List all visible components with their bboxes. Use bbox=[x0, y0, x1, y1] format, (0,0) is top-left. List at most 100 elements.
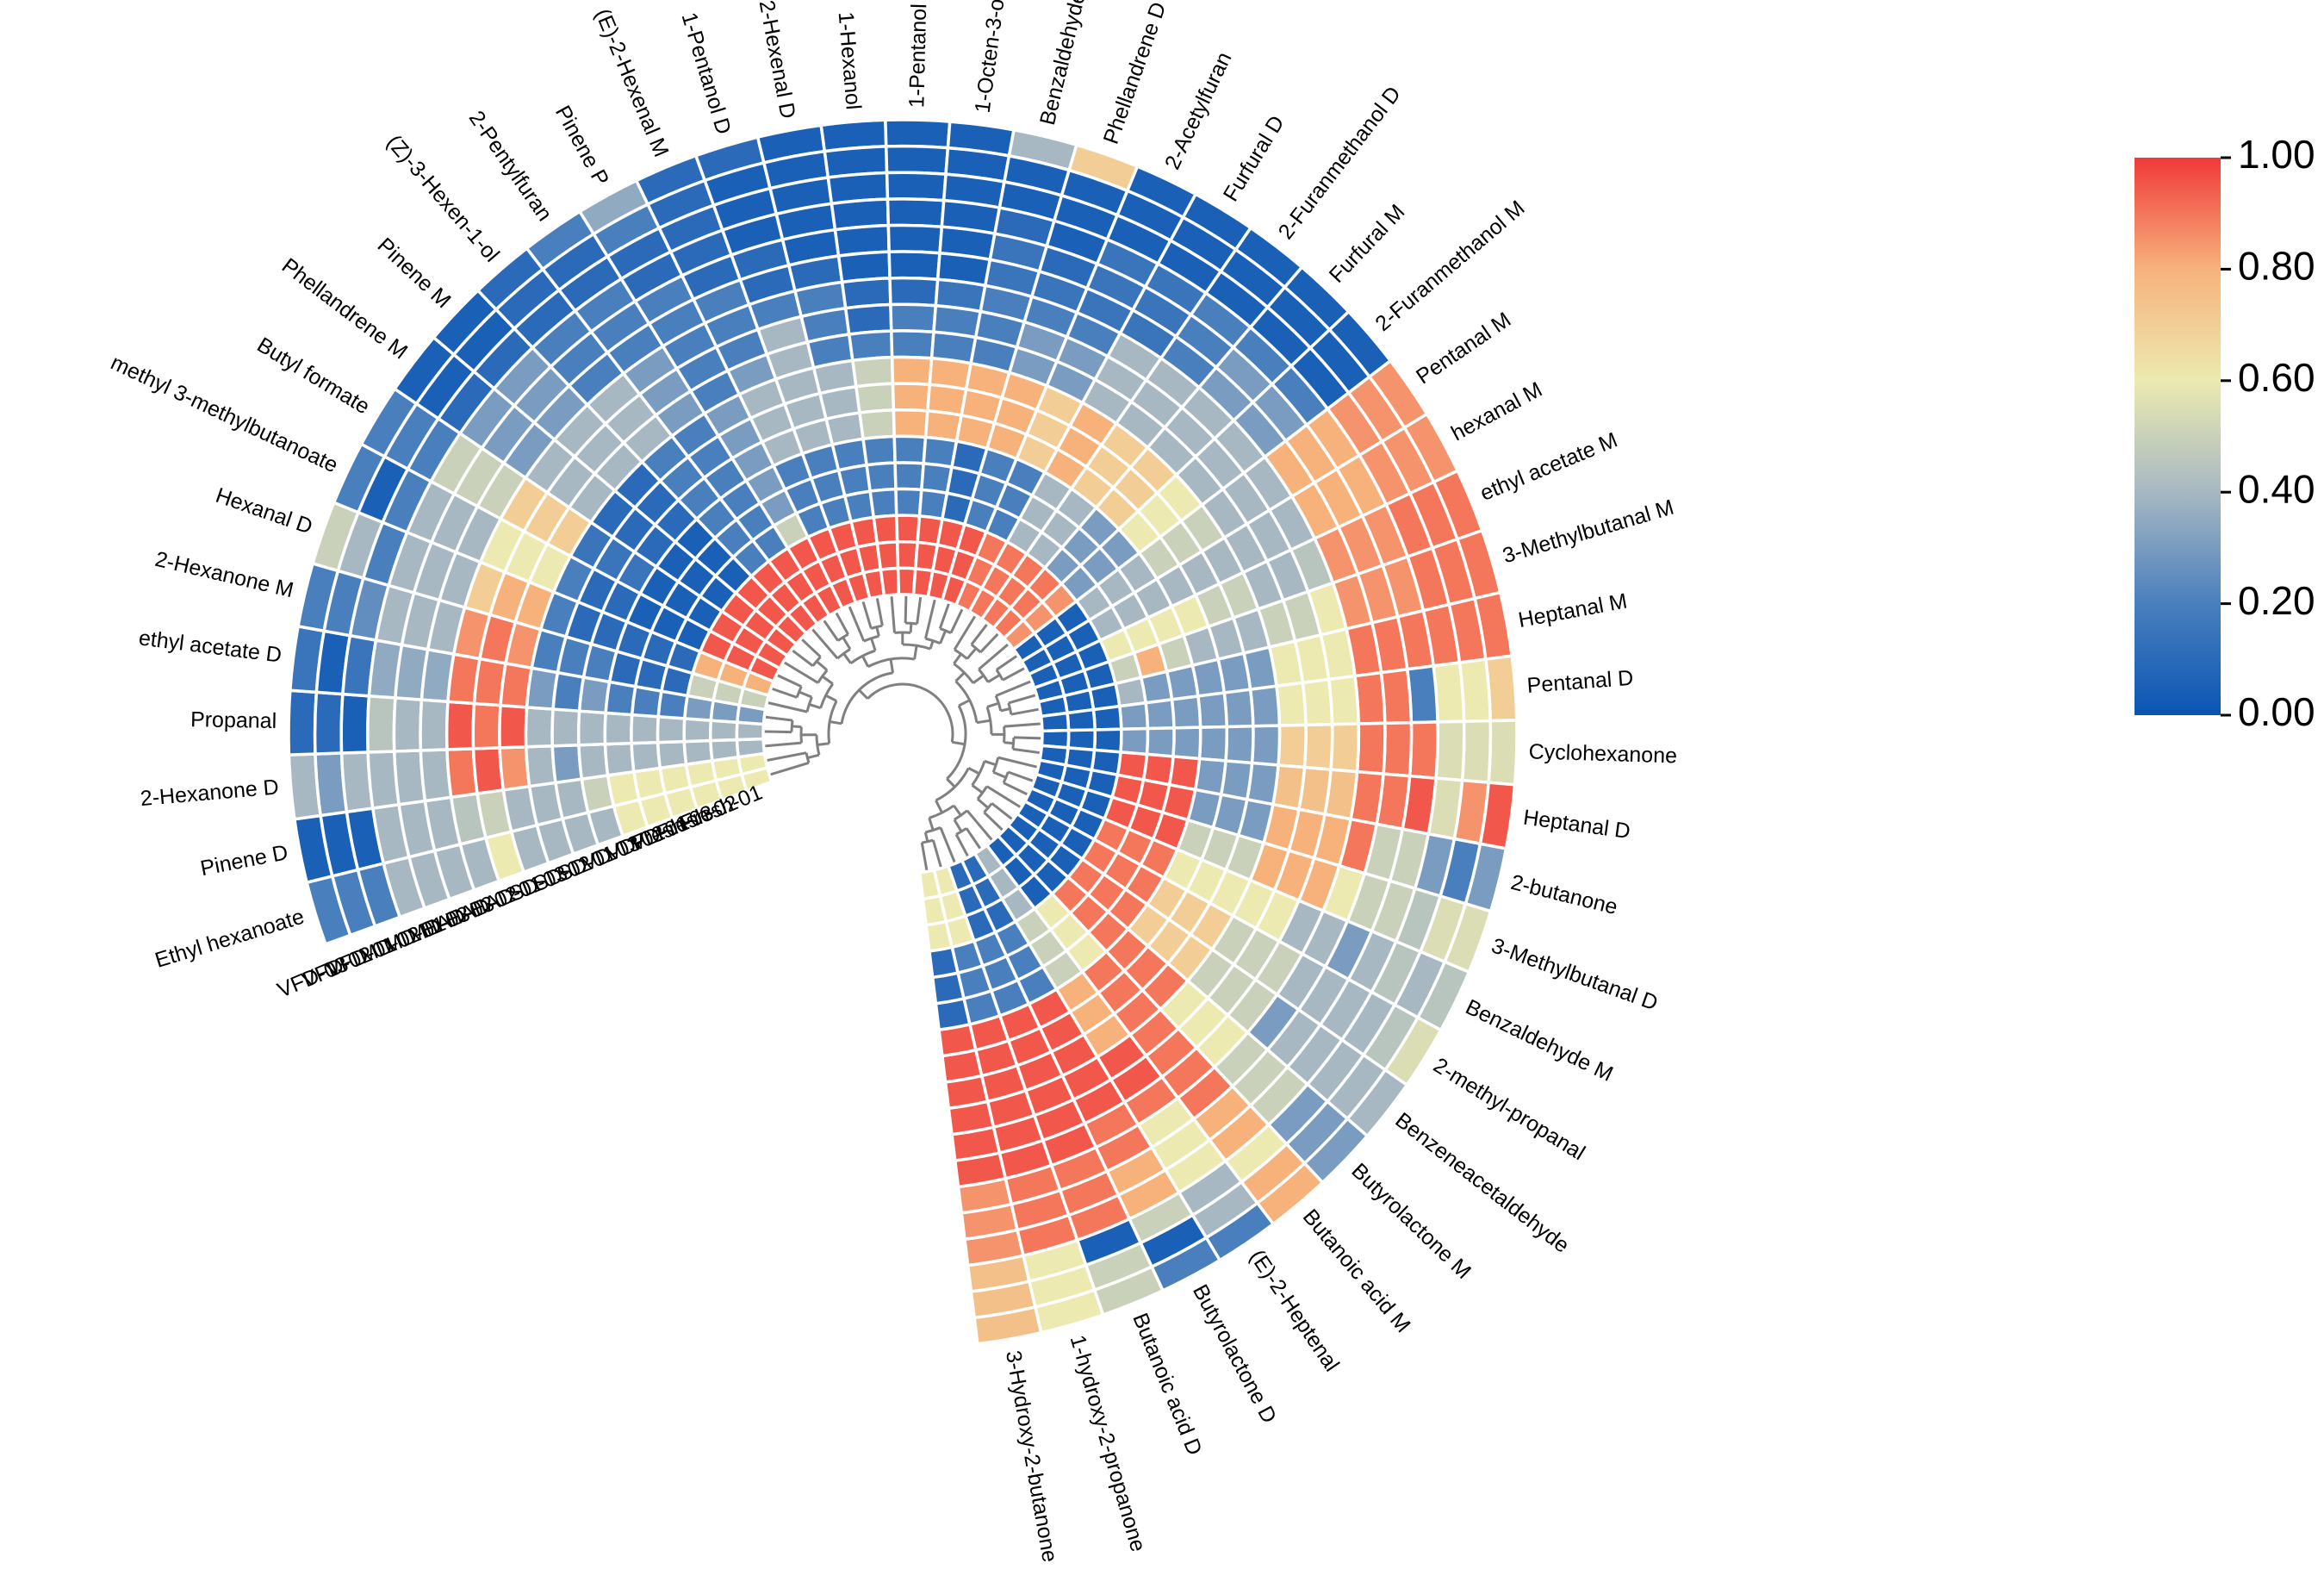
dendrogram-branch bbox=[954, 833, 970, 858]
heatmap-cell bbox=[577, 742, 610, 782]
dendrogram-branch bbox=[939, 627, 952, 634]
category-label: 2-Hexanone D bbox=[140, 775, 280, 811]
heatmap-cell bbox=[1091, 704, 1123, 732]
heatmap-cell bbox=[419, 698, 450, 752]
dendrogram-branch bbox=[939, 826, 957, 864]
dendrogram-branch bbox=[997, 756, 1039, 769]
category-label: Furfural D bbox=[1219, 111, 1289, 205]
heatmap-cell bbox=[366, 694, 397, 754]
dendrogram-branch bbox=[953, 819, 963, 832]
heatmap-cell bbox=[1274, 681, 1308, 727]
dendrogram-branch bbox=[992, 770, 1007, 779]
dendrogram-branch bbox=[991, 802, 1014, 821]
dendrogram-branch bbox=[946, 777, 956, 788]
heatmap-cell bbox=[1329, 722, 1361, 774]
heatmap-cell bbox=[603, 711, 634, 746]
heatmap-cell bbox=[1197, 725, 1229, 763]
dendrogram-branch bbox=[875, 596, 884, 626]
heatmap-cell bbox=[861, 434, 897, 467]
dendrogram-branch bbox=[1002, 666, 1027, 682]
heatmap-cell bbox=[656, 739, 688, 770]
category-label: Heptanal M bbox=[1516, 589, 1629, 632]
heatmap-cell bbox=[339, 692, 371, 755]
heatmap-cell bbox=[287, 688, 319, 757]
dendrogram-branch bbox=[939, 630, 948, 645]
heatmap-cell bbox=[444, 700, 476, 751]
category-label: 2-Acetylfuran bbox=[1160, 48, 1237, 173]
dendrogram-branch bbox=[931, 839, 943, 869]
dendrogram-branch bbox=[972, 674, 985, 684]
heatmap-cell bbox=[1222, 688, 1255, 729]
dendrogram-branch bbox=[768, 761, 810, 776]
dendrogram-branch bbox=[1000, 707, 1010, 713]
dendrogram-branch bbox=[954, 648, 968, 660]
heatmap-cell bbox=[735, 737, 767, 759]
dendrogram-branch bbox=[817, 742, 830, 747]
dendrogram-branch bbox=[902, 643, 931, 651]
dendrogram-branch bbox=[984, 759, 997, 767]
category-label: 2-butanone bbox=[1508, 870, 1620, 919]
heatmap-cell bbox=[576, 709, 608, 747]
dendrogram-branch bbox=[909, 623, 913, 633]
heatmap-cell bbox=[884, 118, 952, 150]
dendrogram-branch bbox=[996, 654, 1019, 671]
dendrogram-branch bbox=[955, 827, 967, 836]
category-label: 3-Methylbutanal D bbox=[1488, 933, 1661, 1015]
dendrogram-branch bbox=[978, 642, 1010, 670]
dendrogram-branch bbox=[985, 785, 1022, 809]
heatmap-cell bbox=[886, 223, 944, 255]
category-label: Furfural M bbox=[1325, 200, 1410, 288]
heatmap-cell bbox=[858, 408, 897, 441]
heatmap-cell bbox=[887, 250, 941, 282]
heatmap-cell bbox=[1248, 684, 1282, 728]
colorbar-tick-label: 0.80 bbox=[2238, 244, 2315, 289]
dendrogram-branch bbox=[805, 752, 811, 763]
heatmap-cell bbox=[1382, 720, 1414, 778]
category-label: Cyclohexanone bbox=[1528, 739, 1677, 768]
heatmap-cell bbox=[1277, 723, 1308, 769]
dendrogram-branch bbox=[775, 673, 802, 688]
heatmap-cell bbox=[1196, 691, 1228, 729]
dendrogram-branch bbox=[821, 675, 834, 685]
dendrogram-branch bbox=[836, 632, 849, 642]
category-label: (E)-2-Hexenal D bbox=[748, 0, 800, 121]
category-label: 2-Pentylfuran bbox=[464, 107, 557, 226]
dendrogram-branch bbox=[861, 600, 873, 629]
category-label: Butyl formate bbox=[252, 333, 374, 419]
dendrogram-branch bbox=[807, 753, 820, 759]
heatmap-cell bbox=[313, 690, 345, 756]
heatmap-cell bbox=[550, 743, 584, 785]
heatmap-cell bbox=[630, 740, 662, 774]
category-label: ethyl acetate D bbox=[138, 626, 283, 667]
dendrogram-branch bbox=[858, 688, 869, 700]
category-label: Butyrolactone D bbox=[1188, 1280, 1281, 1427]
dendrogram-branch bbox=[995, 679, 1033, 697]
dendrogram-branch bbox=[792, 725, 802, 729]
dendrogram-branch bbox=[929, 804, 955, 819]
heatmap-cell bbox=[1224, 724, 1255, 765]
category-label: Heptanal D bbox=[1522, 806, 1632, 844]
dendrogram-branch bbox=[971, 784, 984, 794]
category-label: Ethyl hexanoate bbox=[152, 905, 308, 973]
heatmap-cell bbox=[892, 434, 928, 465]
dendrogram-branch bbox=[822, 619, 840, 642]
category-label: 1-Pentanol D bbox=[677, 9, 736, 137]
heatmap-cell bbox=[524, 705, 556, 749]
dendrogram-branch bbox=[904, 595, 908, 624]
dendrogram-branch bbox=[986, 701, 999, 708]
dendrogram-branch bbox=[991, 757, 1000, 773]
heatmap-cell bbox=[392, 696, 424, 753]
category-label: Phellandrene D bbox=[1099, 0, 1171, 147]
category-label: 1-Octen-3-ol bbox=[971, 0, 1010, 115]
dendrogram-branch bbox=[970, 622, 989, 646]
category-label: Benzaldehyde M bbox=[1462, 995, 1617, 1087]
dendrogram-branch bbox=[799, 637, 822, 658]
heatmap-cells bbox=[287, 118, 1519, 1346]
dendrogram-branch bbox=[954, 671, 966, 682]
heatmap-cell bbox=[1434, 719, 1466, 782]
heatmap-cell bbox=[892, 408, 929, 439]
dendrogram-branch bbox=[1011, 737, 1016, 750]
dendrogram-branch bbox=[834, 611, 849, 635]
dendrogram-branch bbox=[958, 699, 971, 707]
